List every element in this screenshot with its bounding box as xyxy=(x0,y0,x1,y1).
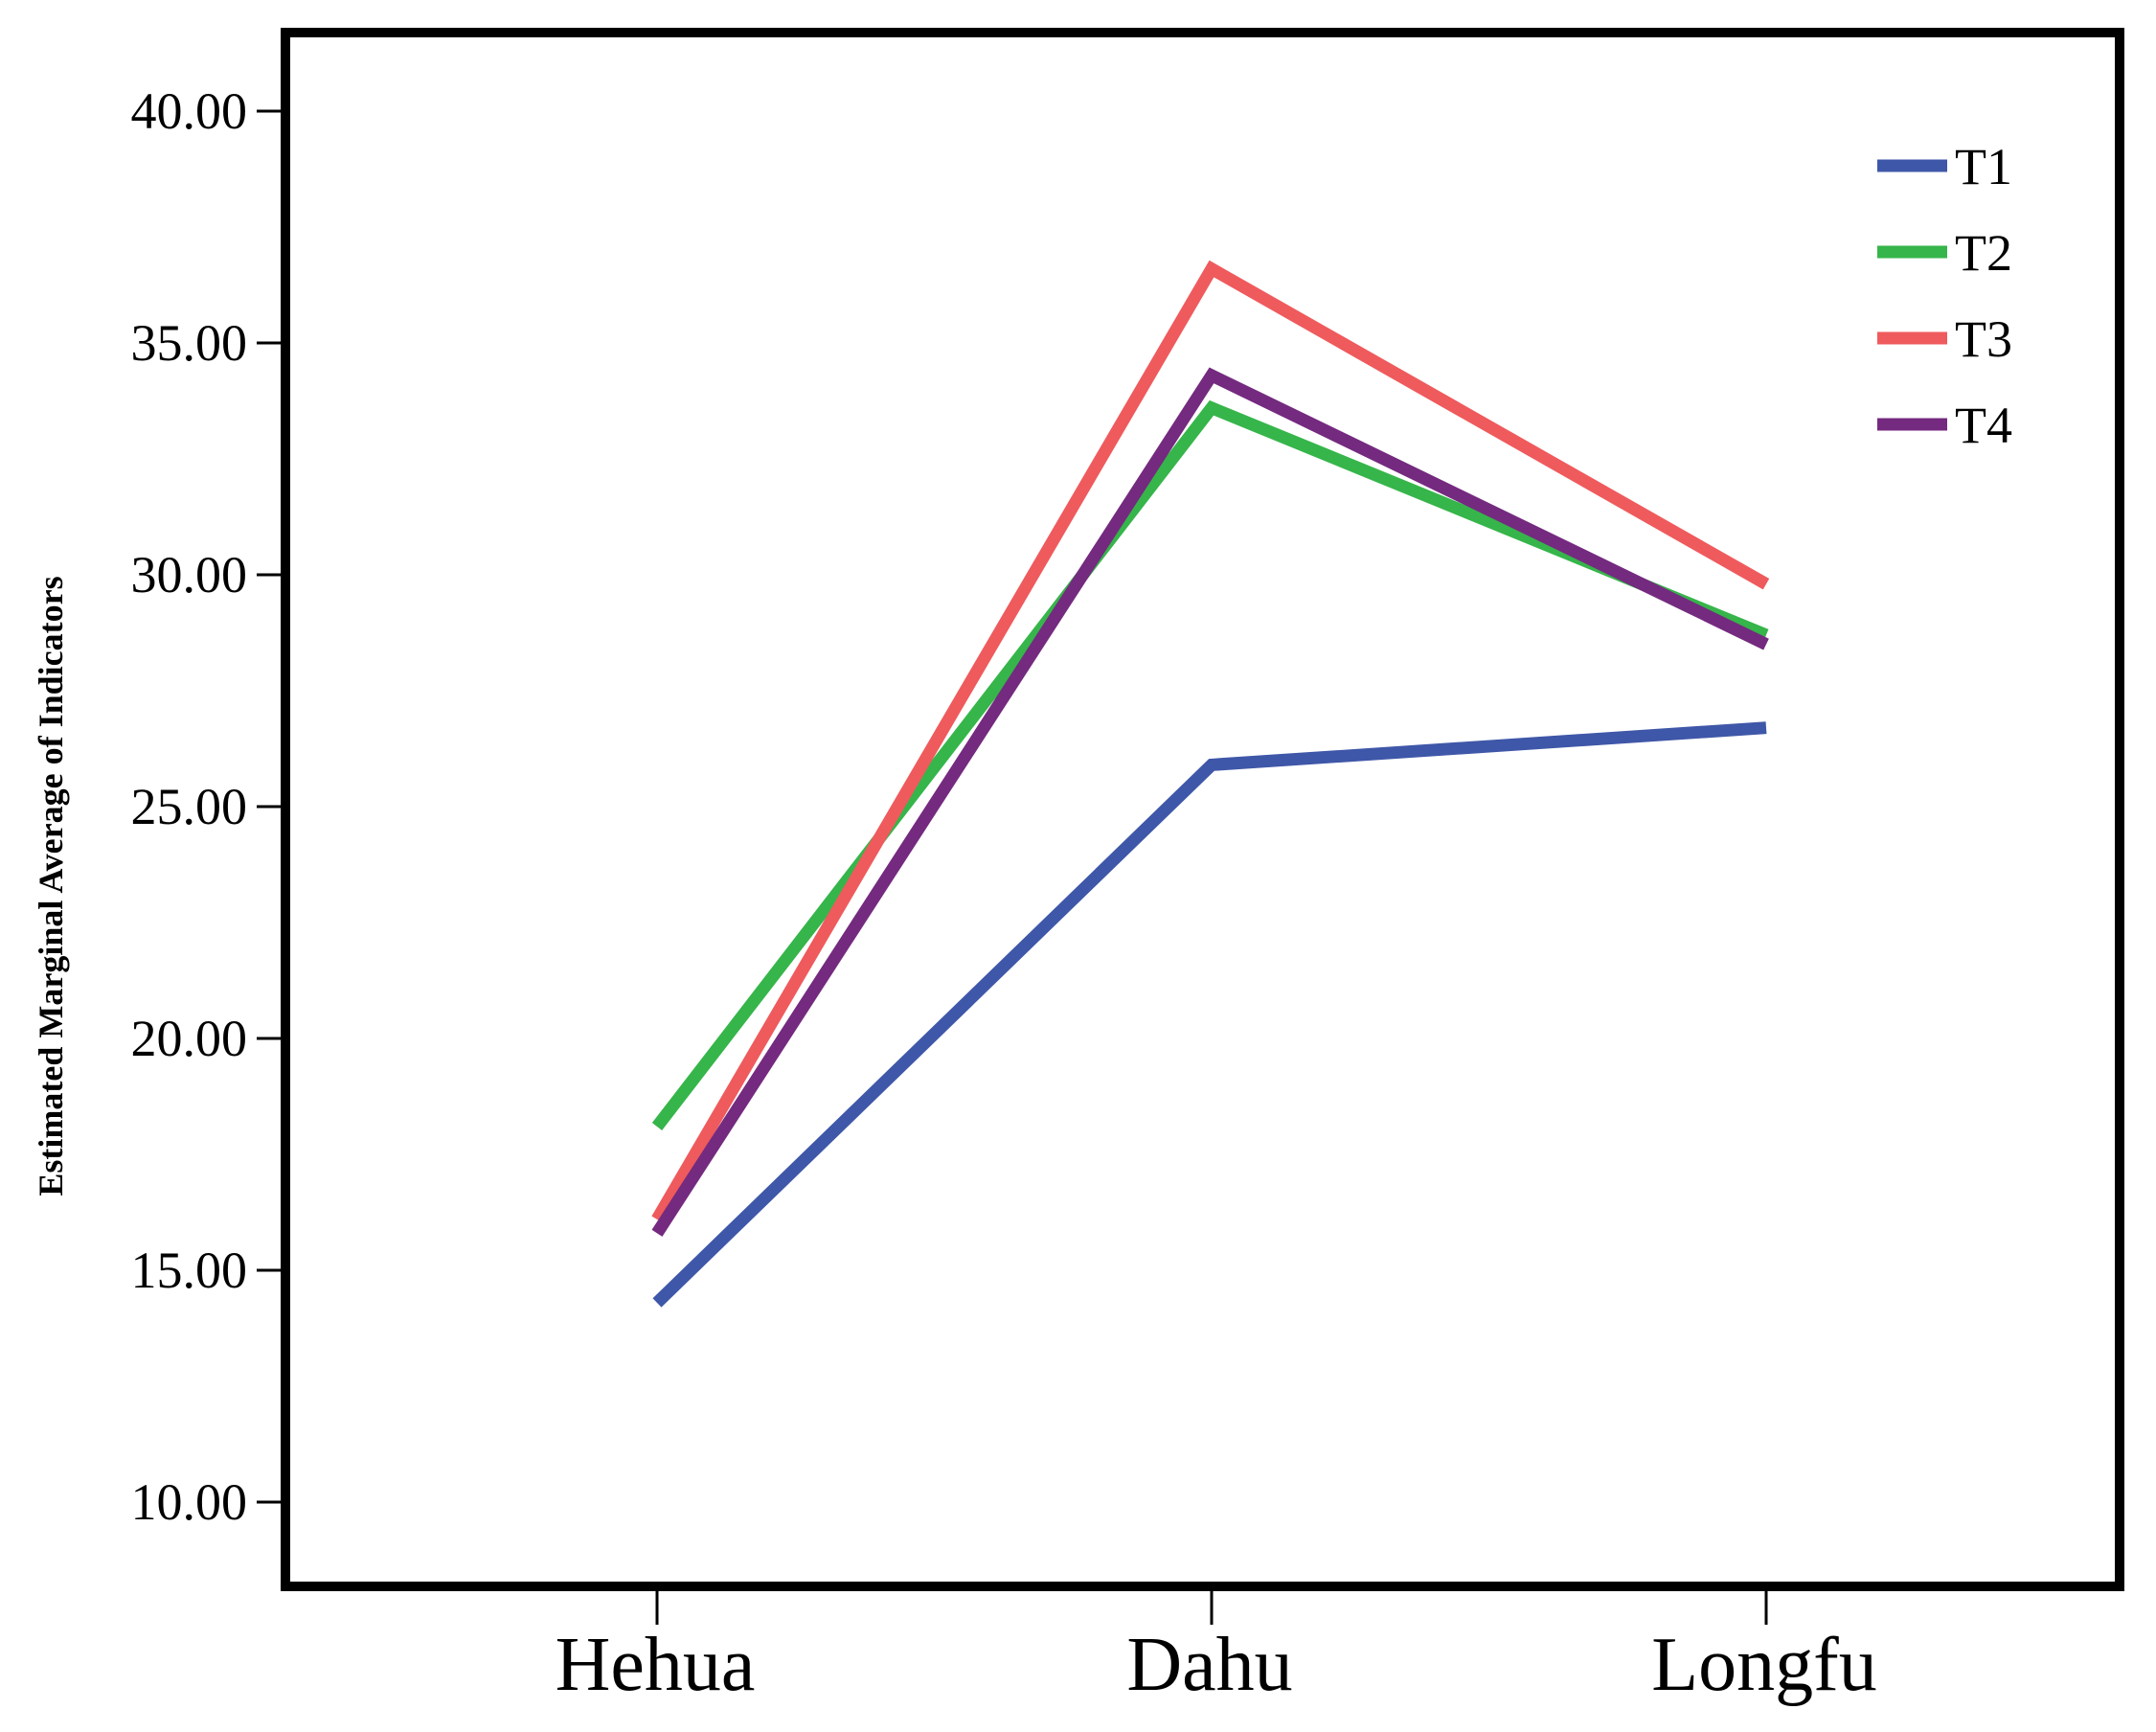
series-line-t4 xyxy=(651,367,1769,1237)
legend-label-t3: T3 xyxy=(1955,310,2012,368)
y-tick-label: 10.00 xyxy=(131,1473,248,1531)
x-axis: Hehua Dahu Longfu xyxy=(556,1586,1877,1707)
y-tick-label: 25.00 xyxy=(131,778,248,835)
x-tick-label: Longfu xyxy=(1651,1623,1877,1707)
y-tick-label: 30.00 xyxy=(131,546,248,604)
y-tick-label: 15.00 xyxy=(131,1242,248,1299)
y-tick-label: 40.00 xyxy=(131,82,248,140)
series-line-t1 xyxy=(652,721,1767,1308)
y-axis: 10.00 15.00 20.00 25.00 30.00 35.00 40.00 xyxy=(131,82,285,1531)
y-tick-label: 20.00 xyxy=(131,1010,248,1067)
x-tick-label: Dahu xyxy=(1126,1623,1292,1707)
legend-label-t1: T1 xyxy=(1955,138,2012,195)
legend-label-t2: T2 xyxy=(1955,224,2012,282)
legend: T1 T2 T3 T4 xyxy=(1877,138,2012,454)
series-layer xyxy=(651,260,1770,1308)
x-tick-label: Hehua xyxy=(556,1623,756,1707)
y-axis-title: Estimated Marginal Average of Indicators xyxy=(32,576,70,1196)
legend-label-t4: T4 xyxy=(1955,397,2012,454)
plot-frame xyxy=(281,28,2124,1591)
y-tick-label: 35.00 xyxy=(131,314,248,372)
